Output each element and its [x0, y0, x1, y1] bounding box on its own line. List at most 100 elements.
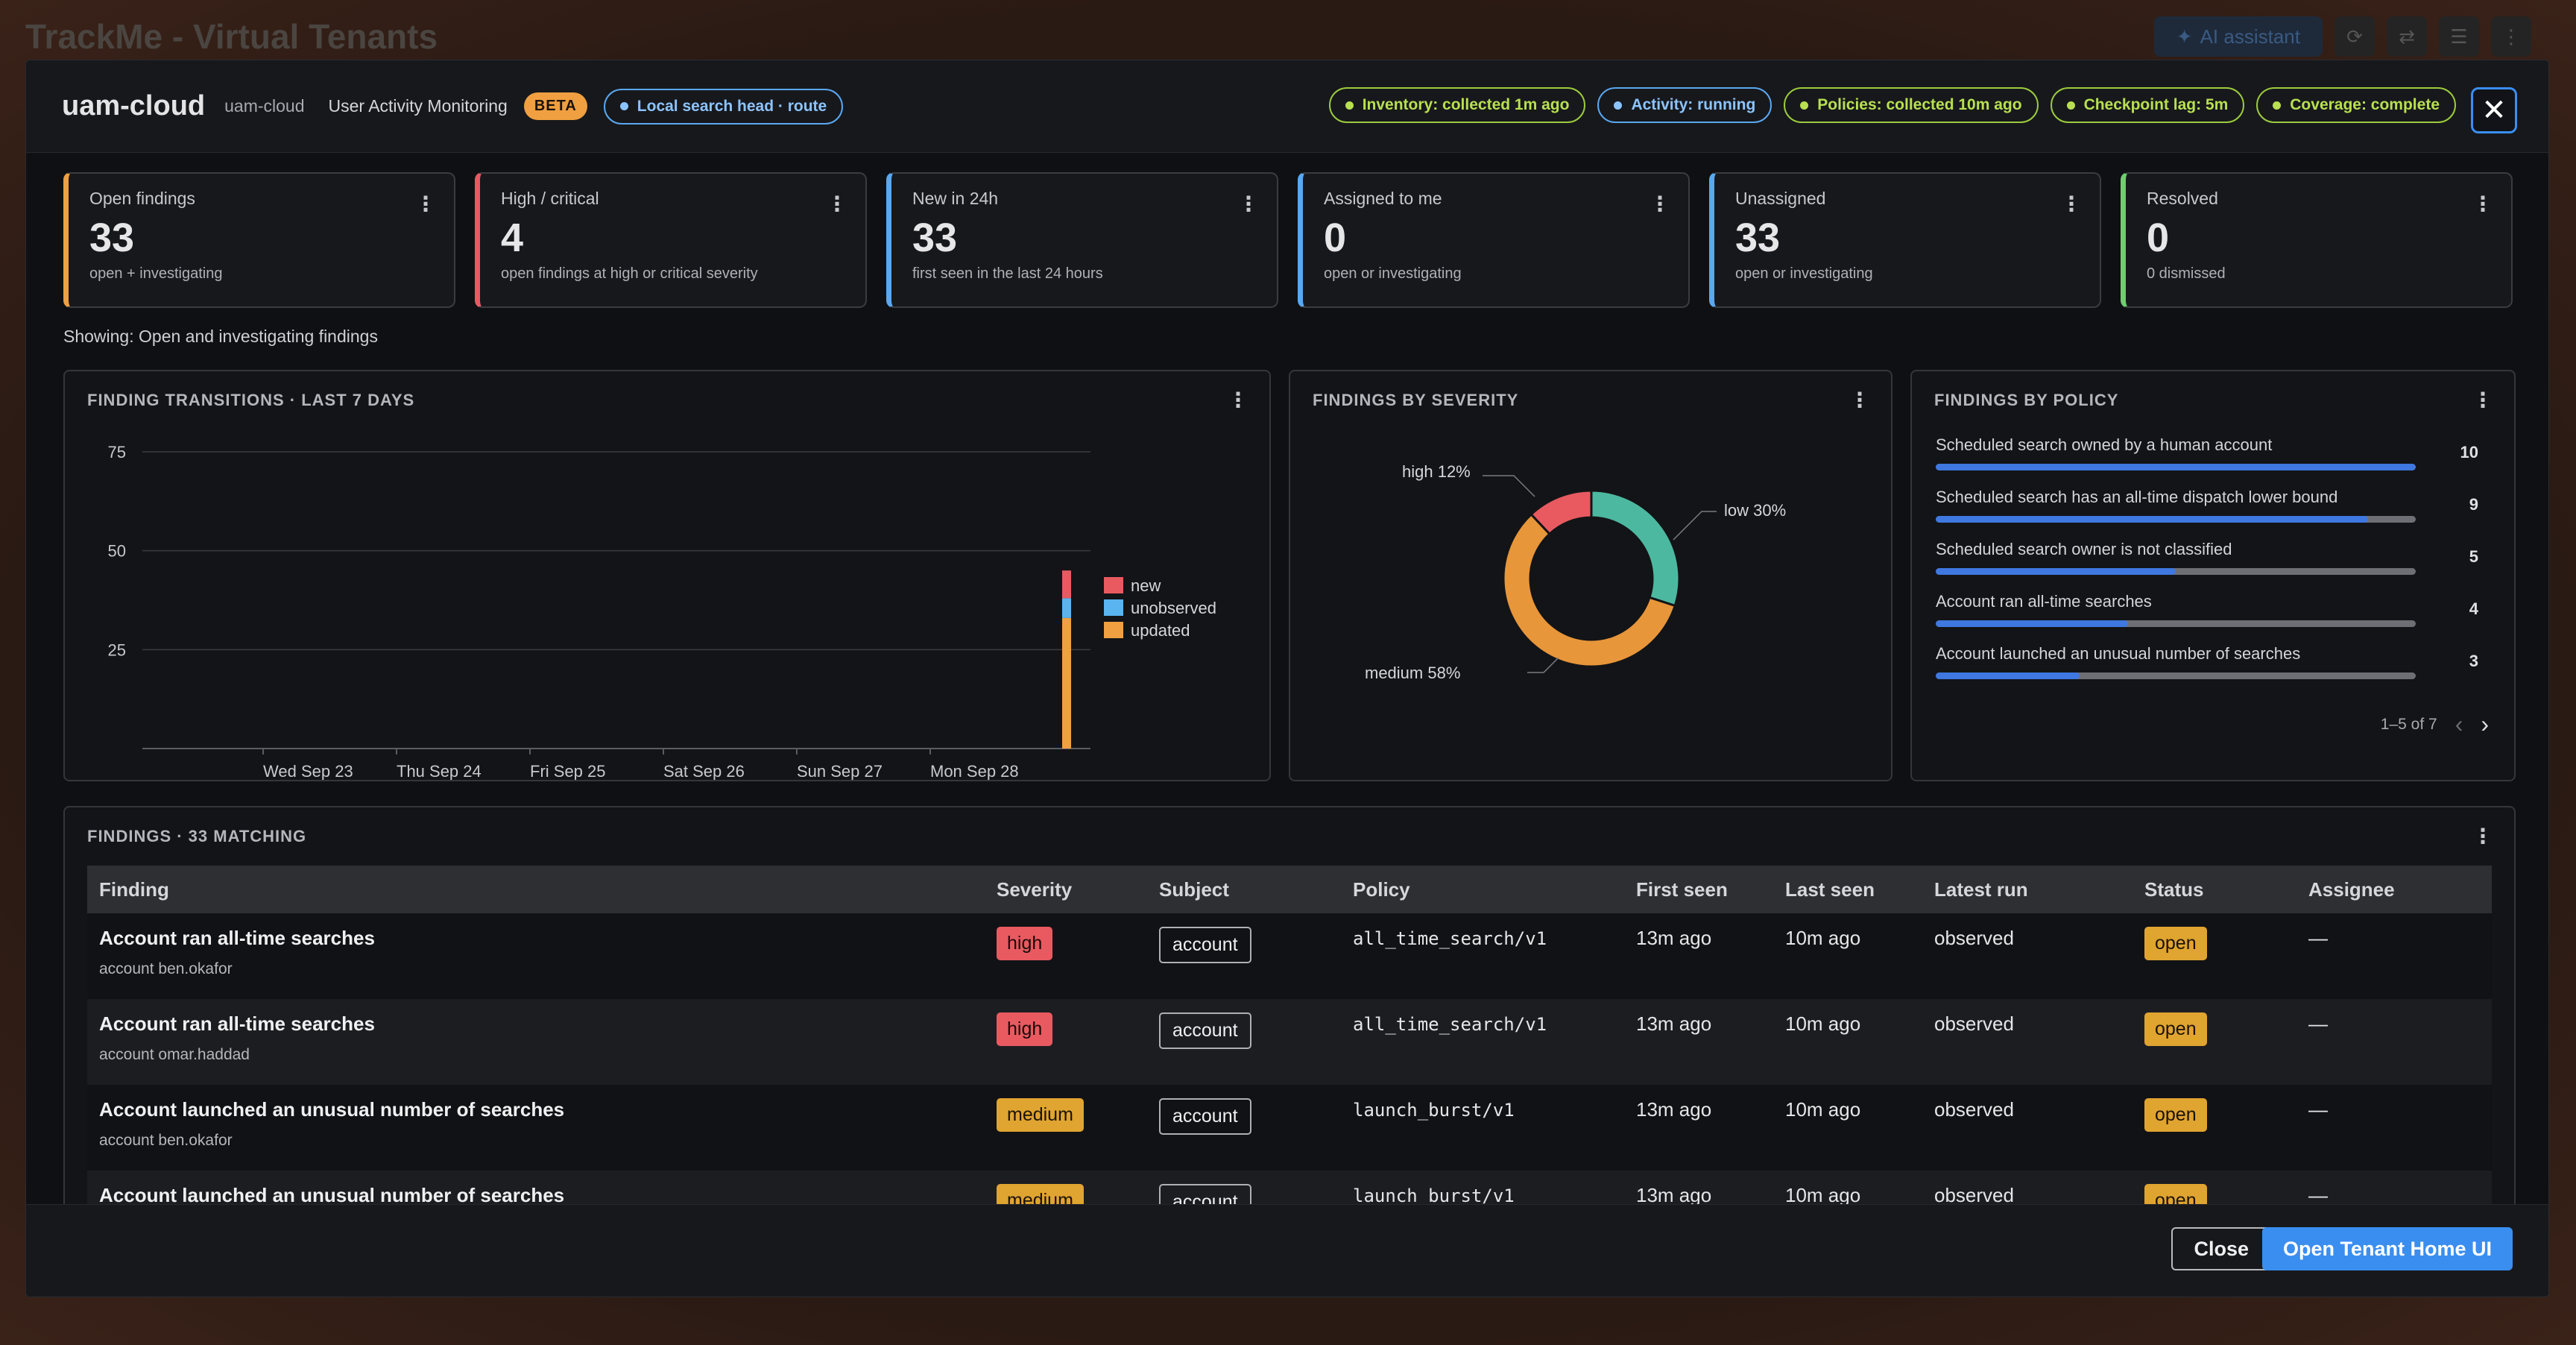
column-header[interactable]: Latest run	[1922, 866, 2133, 913]
kpi-value: 0	[1324, 215, 1347, 260]
kpi-unassigned[interactable]: Unassigned 33 open or investigating ⋮	[1709, 172, 2101, 308]
tenant-id: uam-cloud	[224, 96, 305, 116]
chevron-right-icon[interactable]: ›	[2481, 711, 2489, 737]
inventory-status-pill: Inventory: collected 1m ago	[1328, 87, 1586, 123]
kpi-label: New in 24h	[912, 189, 999, 208]
kpi-sub: open or investigating	[1735, 265, 1873, 282]
tenant-modal: uam-cloud uam-cloud User Activity Monito…	[25, 60, 2549, 1297]
status-dot-icon	[2273, 101, 2282, 110]
severity-badge: high	[997, 1012, 1053, 1046]
policy-bar-fill	[1936, 464, 2416, 470]
close-icon[interactable]: ✕	[2471, 87, 2517, 133]
kpi-assigned-to-me[interactable]: Assigned to me 0 open or investigating ⋮	[1298, 172, 1690, 308]
x-tick-label: Fri Sep 25	[530, 762, 606, 780]
kebab-menu-icon[interactable]: ⋮	[2472, 192, 2493, 215]
modal-footer: Close Open Tenant Home UI	[26, 1204, 2548, 1297]
x-tick-label: Mon Sep 28	[930, 762, 1019, 780]
ai-assistant-label: AI assistant	[2200, 25, 2300, 48]
policy-id: all_time_search/v1	[1353, 928, 1547, 949]
finding-subject: account ben.okafor	[99, 1132, 233, 1149]
kpi-open-findings[interactable]: Open findings 33 open + investigating ⋮	[63, 172, 455, 308]
status-pills: Inventory: collected 1m ago Activity: ru…	[1328, 87, 2456, 123]
legend-swatch	[1104, 599, 1123, 616]
open-tenant-home-button[interactable]: Open Tenant Home UI	[2261, 1227, 2513, 1270]
kebab-menu-icon[interactable]: ⋮	[2472, 825, 2493, 848]
kpi-resolved[interactable]: Resolved 0 0 dismissed ⋮	[2121, 172, 2513, 308]
coverage-status-pill: Coverage: complete	[2256, 87, 2456, 123]
refresh-icon[interactable]: ⟳	[2334, 16, 2375, 57]
kebab-menu-icon[interactable]: ⋮	[1228, 388, 1248, 412]
kebab-menu-icon[interactable]: ⋮	[415, 192, 436, 215]
latest-run: observed	[1922, 1085, 2133, 1171]
table-row[interactable]: Account ran all-time searches account oma…	[87, 999, 2492, 1085]
kpi-high-critical[interactable]: High / critical 4 open findings at high or…	[475, 172, 867, 308]
column-header[interactable]: Severity	[985, 866, 1147, 913]
kpi-new-24h[interactable]: New in 24h 33 first seen in the last 24 ho…	[886, 172, 1278, 308]
policy-row[interactable]: Scheduled search has an all-time dispatc…	[1936, 488, 2478, 523]
severity-donut-chart: high 12% low 30% medium 58%	[1365, 462, 1786, 682]
y-tick-label: 75	[108, 443, 126, 462]
assignee: —	[2296, 999, 2492, 1085]
donut-slice-low	[1590, 489, 1681, 608]
chevron-left-icon[interactable]: ‹	[2455, 711, 2463, 737]
column-header[interactable]: Last seen	[1773, 866, 1922, 913]
bar-segment-updated	[1062, 617, 1071, 749]
kpi-sub: open findings at high or critical severi…	[501, 265, 758, 282]
kebab-menu-icon[interactable]: ⋮	[2061, 192, 2082, 215]
policy-count: 4	[2469, 599, 2478, 618]
settings-sliders-icon[interactable]: ☰	[2439, 16, 2479, 57]
policy-id: launch_burst/v1	[1353, 1100, 1515, 1121]
status-label: Inventory: collected 1m ago	[1362, 96, 1570, 113]
policy-row[interactable]: Account launched an unusual number of se…	[1936, 644, 2478, 679]
first-seen: 13m ago	[1624, 999, 1773, 1085]
kebab-menu-icon[interactable]: ⋮	[827, 192, 847, 215]
sync-icon[interactable]: ⇄	[2387, 16, 2427, 57]
kebab-menu-icon[interactable]: ⋮	[1650, 192, 1670, 215]
policy-row[interactable]: Account ran all-time searches 4	[1936, 592, 2478, 627]
kpi-sub: open + investigating	[89, 265, 223, 282]
column-header[interactable]: Status	[2133, 866, 2296, 913]
status-label: Checkpoint lag: 5m	[2083, 96, 2229, 113]
column-header[interactable]: Subject	[1147, 866, 1341, 913]
finding-name: Account launched an unusual number of se…	[99, 1098, 565, 1121]
kebab-menu-icon[interactable]: ⋮	[1238, 192, 1259, 215]
donut-label: high 12%	[1402, 462, 1471, 481]
legend-label: new	[1131, 576, 1161, 595]
policy-bar-fill	[1936, 568, 2176, 575]
x-tick-label: Wed Sep 23	[263, 762, 353, 780]
policy-panel: FINDINGS BY POLICY ⋮ Scheduled search ow…	[1910, 370, 2516, 781]
pager-text: 1–5 of 7	[2380, 715, 2437, 733]
modal-title: uam-cloud	[62, 90, 206, 122]
first-seen: 13m ago	[1624, 913, 1773, 999]
beta-badge: BETA	[523, 92, 587, 120]
policy-bar-track	[1936, 672, 2416, 679]
finding-subject: account ben.okafor	[99, 960, 233, 977]
close-button[interactable]: Close	[2171, 1227, 2271, 1270]
background-app-title: TrackMe - Virtual Tenants	[25, 17, 438, 56]
finding-name: Account launched an unusual number of se…	[99, 1184, 565, 1206]
kebab-menu-icon[interactable]: ⋮	[2472, 388, 2493, 412]
policy-row[interactable]: Scheduled search owner is not classified…	[1936, 540, 2478, 575]
last-seen: 10m ago	[1773, 999, 1922, 1085]
table-row[interactable]: Account ran all-time searches account ben…	[87, 913, 2492, 999]
column-header[interactable]: First seen	[1624, 866, 1773, 913]
status-dot-icon	[1614, 101, 1623, 110]
table-row[interactable]: Account launched an unusual number of se…	[87, 1085, 2492, 1171]
donut-slice-medium	[1502, 512, 1677, 668]
latest-run: observed	[1922, 999, 2133, 1085]
subject-badge: account	[1159, 1012, 1251, 1049]
first-seen: 13m ago	[1624, 1085, 1773, 1171]
column-header[interactable]: Policy	[1341, 866, 1624, 913]
y-tick-label: 50	[108, 542, 126, 561]
kpi-label: Unassigned	[1735, 189, 1826, 208]
kebab-menu-icon[interactable]: ⋮	[1849, 388, 1870, 412]
assignee: —	[2296, 1085, 2492, 1171]
leader-line	[1527, 657, 1559, 673]
column-header[interactable]: Assignee	[2296, 866, 2492, 913]
column-header[interactable]: Finding	[87, 866, 985, 913]
policy-row[interactable]: Scheduled search owned by a human accoun…	[1936, 435, 2478, 470]
kpi-label: Resolved	[2147, 189, 2218, 208]
ai-assistant-button[interactable]: ✦ AI assistant	[2153, 16, 2323, 57]
more-icon[interactable]: ⋮	[2491, 16, 2531, 57]
